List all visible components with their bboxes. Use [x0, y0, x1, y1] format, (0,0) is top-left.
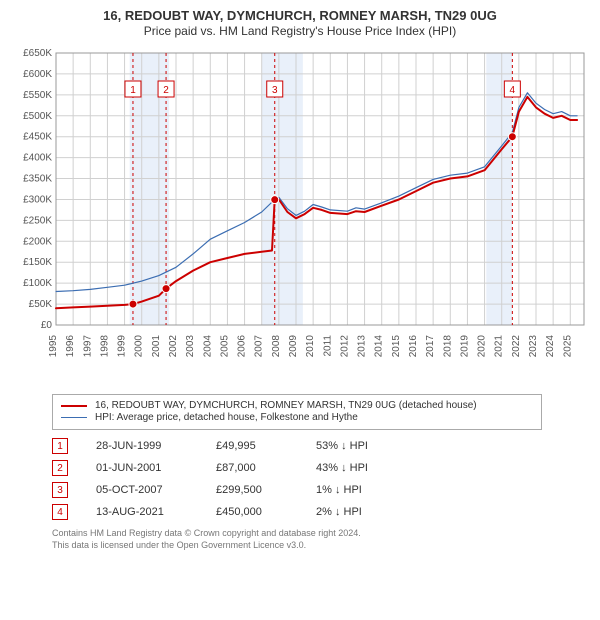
sale-point	[508, 133, 516, 141]
x-tick-label: 2017	[425, 335, 436, 358]
title-block: 16, REDOUBT WAY, DYMCHURCH, ROMNEY MARSH…	[10, 8, 590, 39]
sale-row-price: £87,000	[216, 462, 316, 474]
x-tick-label: 2012	[339, 335, 350, 358]
page: 16, REDOUBT WAY, DYMCHURCH, ROMNEY MARSH…	[0, 0, 600, 620]
sale-point	[129, 300, 137, 308]
chart: £0 £50K £100K £150K £200K £250K £300K £350K £400…	[10, 45, 590, 390]
sale-point	[162, 285, 170, 293]
x-tick-label: 2025	[562, 335, 573, 358]
sale-row-diff: 2% ↓ HPI	[316, 506, 416, 518]
sale-row-date: 28-JUN-1999	[96, 440, 216, 452]
x-tick-label: 2024	[545, 335, 556, 358]
y-tick-label: £250K	[23, 216, 52, 227]
y-tick-label: £100K	[23, 278, 52, 289]
x-tick-label: 1997	[82, 335, 93, 358]
sale-row-price: £450,000	[216, 506, 316, 518]
x-tick-label: 2016	[408, 335, 419, 358]
x-tick-label: 2004	[202, 335, 213, 358]
sale-row-marker: 4	[52, 504, 68, 520]
sale-row: 3 05-OCT-2007£299,5001% ↓ HPI	[52, 482, 542, 498]
x-tick-label: 2009	[288, 335, 299, 358]
legend-row: 16, REDOUBT WAY, DYMCHURCH, ROMNEY MARSH…	[61, 400, 533, 411]
sale-marker-number: 4	[510, 85, 516, 96]
y-tick-label: £50K	[29, 299, 53, 310]
legend: 16, REDOUBT WAY, DYMCHURCH, ROMNEY MARSH…	[52, 394, 542, 430]
x-tick-label: 2013	[357, 335, 368, 358]
x-tick-label: 2010	[305, 335, 316, 358]
sale-row-marker: 3	[52, 482, 68, 498]
x-tick-label: 2021	[494, 335, 505, 358]
sale-row-diff: 1% ↓ HPI	[316, 484, 416, 496]
y-tick-label: £450K	[23, 132, 52, 143]
x-tick-label: 2019	[459, 335, 470, 358]
sale-row: 1 28-JUN-1999£49,99553% ↓ HPI	[52, 438, 542, 454]
legend-row: HPI: Average price, detached house, Folk…	[61, 412, 533, 423]
x-tick-label: 2020	[477, 335, 488, 358]
footer: Contains HM Land Registry data © Crown c…	[52, 528, 562, 551]
y-tick-label: £0	[41, 320, 53, 331]
x-tick-label: 2005	[219, 335, 230, 358]
y-tick-label: £650K	[23, 48, 52, 59]
sale-row-marker: 1	[52, 438, 68, 454]
x-tick-label: 1998	[99, 335, 110, 358]
footer-line-1: Contains HM Land Registry data © Crown c…	[52, 528, 562, 540]
x-tick-label: 2000	[134, 335, 145, 358]
x-tick-label: 2006	[237, 335, 248, 358]
chart-svg: £0 £50K £100K £150K £200K £250K £300K £350K £400…	[10, 45, 590, 390]
sale-marker-number: 3	[272, 85, 278, 96]
y-tick-label: £300K	[23, 195, 52, 206]
sale-row-marker: 2	[52, 460, 68, 476]
x-tick-label: 2014	[374, 335, 385, 358]
x-tick-label: 2002	[168, 335, 179, 358]
footer-line-2: This data is licensed under the Open Gov…	[52, 540, 562, 552]
x-tick-label: 2001	[151, 335, 162, 358]
sale-row-price: £299,500	[216, 484, 316, 496]
y-tick-label: £550K	[23, 90, 52, 101]
x-tick-label: 2018	[442, 335, 453, 358]
x-tick-label: 2022	[511, 335, 522, 358]
sale-row: 4 13-AUG-2021£450,0002% ↓ HPI	[52, 504, 542, 520]
title-subtitle: Price paid vs. HM Land Registry's House …	[10, 24, 590, 39]
legend-swatch	[61, 417, 87, 418]
sale-row-diff: 43% ↓ HPI	[316, 462, 416, 474]
x-tick-label: 2015	[391, 335, 402, 358]
x-tick-label: 1999	[117, 335, 128, 358]
y-tick-label: £400K	[23, 153, 52, 164]
x-tick-label: 2008	[271, 335, 282, 358]
legend-label: HPI: Average price, detached house, Folk…	[95, 412, 358, 423]
sale-row: 2 01-JUN-2001£87,00043% ↓ HPI	[52, 460, 542, 476]
x-tick-label: 2003	[185, 335, 196, 358]
y-tick-label: £150K	[23, 257, 52, 268]
sale-row-date: 05-OCT-2007	[96, 484, 216, 496]
x-tick-label: 2011	[322, 335, 333, 357]
sale-point	[271, 196, 279, 204]
legend-swatch	[61, 405, 87, 407]
x-tick-label: 2023	[528, 335, 539, 358]
sale-row-date: 01-JUN-2001	[96, 462, 216, 474]
y-tick-label: £600K	[23, 69, 52, 80]
sales-table: 1 28-JUN-1999£49,99553% ↓ HPI 2 01-JUN-2001…	[52, 438, 542, 520]
y-tick-label: £500K	[23, 111, 52, 122]
title-address: 16, REDOUBT WAY, DYMCHURCH, ROMNEY MARSH…	[10, 8, 590, 24]
x-tick-label: 1996	[65, 335, 76, 358]
y-tick-label: £350K	[23, 174, 52, 185]
sale-row-diff: 53% ↓ HPI	[316, 440, 416, 452]
x-tick-label: 1995	[48, 335, 59, 358]
sale-marker-number: 2	[163, 85, 169, 96]
sale-marker-number: 1	[130, 85, 136, 96]
x-tick-label: 2007	[254, 335, 265, 358]
sale-row-price: £49,995	[216, 440, 316, 452]
sale-row-date: 13-AUG-2021	[96, 506, 216, 518]
y-tick-label: £200K	[23, 237, 52, 248]
legend-label: 16, REDOUBT WAY, DYMCHURCH, ROMNEY MARSH…	[95, 400, 477, 411]
